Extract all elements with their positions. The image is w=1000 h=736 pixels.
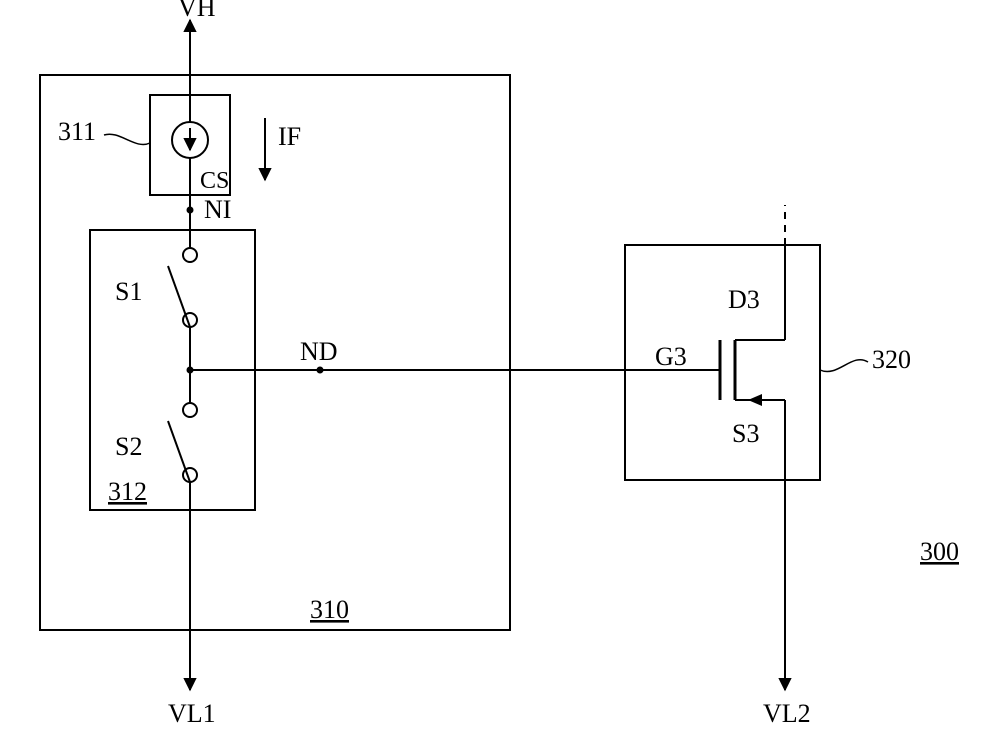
label-s1: S1 <box>115 277 142 306</box>
s1-term-top <box>183 248 197 262</box>
ref-310: 310 <box>310 595 349 624</box>
s1-blade <box>168 266 190 327</box>
circuit-diagram: VH IF CS NI ND S1 <box>0 0 1000 736</box>
label-d3: D3 <box>728 285 760 314</box>
label-if: IF <box>278 122 301 151</box>
label-vh: VH <box>178 0 216 22</box>
label-vl2: VL2 <box>763 699 811 728</box>
ref-311: 311 <box>58 117 96 146</box>
ref-300: 300 <box>920 537 959 566</box>
label-ni: NI <box>204 195 231 224</box>
label-g3: G3 <box>655 342 687 371</box>
label-s2: S2 <box>115 432 142 461</box>
label-nd: ND <box>300 337 338 366</box>
mos-source-arrow <box>748 394 762 406</box>
label-s3: S3 <box>732 419 759 448</box>
label-cs: CS <box>200 168 229 194</box>
leader-311 <box>104 134 150 144</box>
node-nd <box>317 367 324 374</box>
ref-312: 312 <box>108 477 147 506</box>
leader-320 <box>820 360 868 372</box>
s2-term-top <box>183 403 197 417</box>
label-vl1: VL1 <box>168 699 216 728</box>
s2-blade <box>168 421 190 482</box>
ref-320: 320 <box>872 345 911 374</box>
block-310 <box>40 75 510 630</box>
